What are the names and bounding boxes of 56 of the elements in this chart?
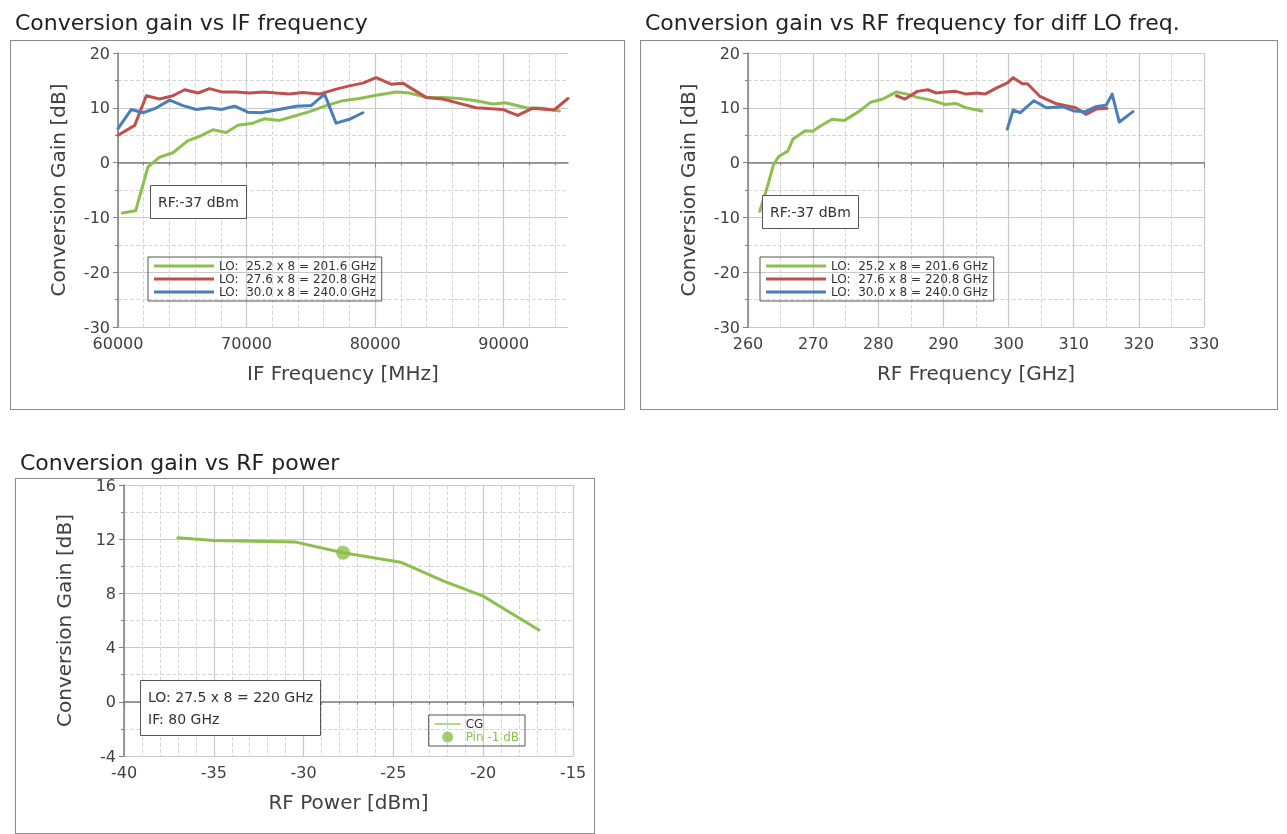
chart-title: Conversion gain vs IF frequency	[15, 9, 368, 35]
line-series	[1005, 92, 1135, 131]
y-tick-label: 8	[105, 583, 116, 603]
legend-label: LO: 25.2 x 8 = 201.6 GHz	[219, 259, 376, 273]
x-axis-title: IF Frequency [MHz]	[247, 361, 439, 385]
x-tick-label: 290	[928, 333, 959, 353]
y-tick-label: 0	[729, 153, 740, 173]
annotation: RF:-37 dBm	[770, 204, 851, 220]
x-tick-label: -30	[290, 762, 317, 782]
y-tick-label: 20	[719, 43, 740, 63]
line-series	[895, 76, 1109, 116]
legend-label: LO: 27.6 x 8 = 220.8 GHz	[219, 272, 376, 286]
x-tick-label: -15	[559, 762, 587, 782]
y-tick-label: 10	[719, 98, 740, 118]
y-tick-label: 12	[95, 529, 116, 549]
x-tick-label: -35	[200, 762, 227, 782]
annotation: RF:-37 dBm	[158, 194, 239, 210]
annotation: IF: 80 GHz	[148, 711, 220, 727]
x-tick-label: 270	[797, 333, 829, 353]
y-tick-label: 10	[89, 98, 110, 118]
x-tick-label: 300	[993, 333, 1024, 353]
x-tick-label: 330	[1188, 333, 1220, 353]
y-tick-label: -10	[713, 207, 740, 227]
line-series	[116, 76, 570, 137]
legend-label: LO: 27.6 x 8 = 220.8 GHz	[831, 272, 988, 286]
x-axis-title: RF Power [dBm]	[268, 790, 429, 814]
line-series	[176, 536, 541, 632]
y-axis-title: Conversion Gain [dB]	[46, 83, 70, 297]
y-tick-label: 16	[95, 475, 116, 495]
x-tick-label: 90000	[478, 333, 530, 353]
y-axis-title: Conversion Gain [dB]	[676, 83, 700, 297]
y-tick-label: 4	[105, 638, 116, 658]
chart-title: Conversion gain vs RF power	[20, 449, 341, 475]
y-tick-label: -10	[83, 207, 110, 227]
y-tick-label: 20	[89, 43, 110, 63]
chart-title: Conversion gain vs RF frequency for diff LO freq.	[645, 9, 1180, 35]
x-tick-label: -20	[470, 762, 497, 782]
y-tick-label: -20	[83, 262, 110, 282]
legend-label: LO: 25.2 x 8 = 201.6 GHz	[831, 259, 988, 273]
x-tick-label: 80000	[349, 333, 401, 353]
legend-label: LO: 30.0 x 8 = 240.0 GHz	[831, 285, 988, 299]
x-axis-title: RF Frequency [GHz]	[876, 361, 1076, 385]
legend-label: LO: 30.0 x 8 = 240.0 GHz	[219, 285, 376, 299]
y-axis-title: Conversion Gain [dB]	[52, 514, 76, 727]
annotation: LO: 27.5 x 8 = 220 GHz	[148, 689, 314, 705]
x-tick-label: 280	[863, 333, 894, 353]
x-tick-label: 320	[1123, 333, 1155, 353]
x-tick-label: -25	[380, 762, 407, 782]
x-tick-label: 70000	[221, 333, 273, 353]
legend-label: Pin -1 dB	[465, 730, 519, 744]
legend-label: CG	[465, 717, 484, 731]
y-tick-label: 0	[105, 692, 116, 712]
x-tick-label: 310	[1058, 333, 1089, 353]
line-series	[116, 92, 365, 131]
y-tick-label: -20	[713, 262, 740, 282]
y-tick-label: 0	[99, 153, 110, 173]
